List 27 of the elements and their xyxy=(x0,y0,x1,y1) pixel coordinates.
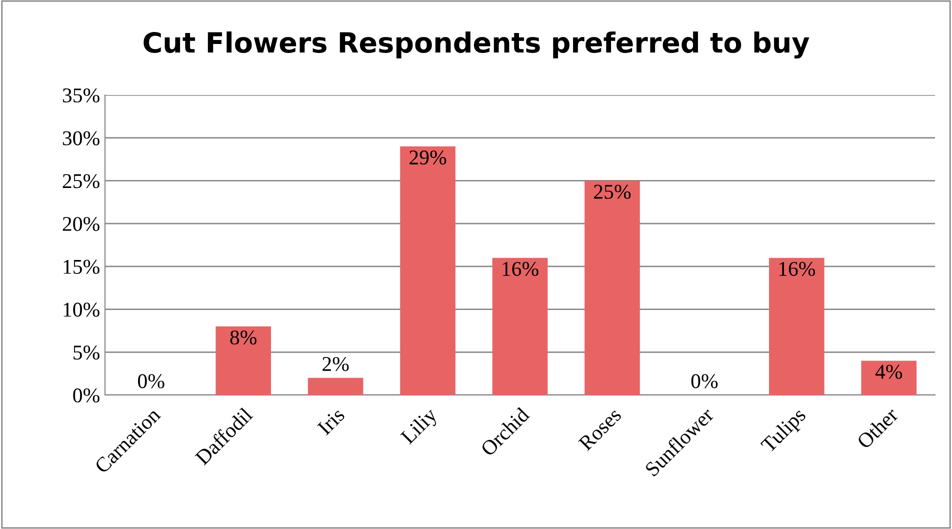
y-tick-label: 15% xyxy=(64,260,100,274)
bar xyxy=(308,378,364,395)
bar xyxy=(400,146,456,395)
y-tick-label: 0% xyxy=(73,388,100,402)
x-tick-label: Iris xyxy=(316,407,346,436)
bar xyxy=(861,360,917,395)
bar xyxy=(584,180,640,395)
data-label: 25% xyxy=(594,184,631,199)
data-label: 0% xyxy=(691,374,718,388)
data-label: 4% xyxy=(875,364,902,379)
chart-title: Cut Flowers Respondents preferred to buy xyxy=(144,31,810,59)
bar xyxy=(769,258,824,395)
data-label: 29% xyxy=(410,150,446,165)
y-tick-label: 30% xyxy=(62,131,100,146)
y-tick-label: 35% xyxy=(62,88,100,102)
data-label: 16% xyxy=(779,262,816,276)
data-label: 0% xyxy=(138,374,164,388)
y-tick-label: 20% xyxy=(62,216,100,232)
y-tick-label: 5% xyxy=(74,346,100,360)
bar xyxy=(492,258,548,395)
data-label: 8% xyxy=(230,330,257,345)
data-label: 16% xyxy=(502,262,538,276)
y-tick-label: 10% xyxy=(64,302,100,317)
x-tick-label: Liliy xyxy=(400,406,442,448)
bar xyxy=(216,326,271,395)
y-tick-label: 25% xyxy=(62,174,100,188)
data-label: 2% xyxy=(322,356,349,372)
